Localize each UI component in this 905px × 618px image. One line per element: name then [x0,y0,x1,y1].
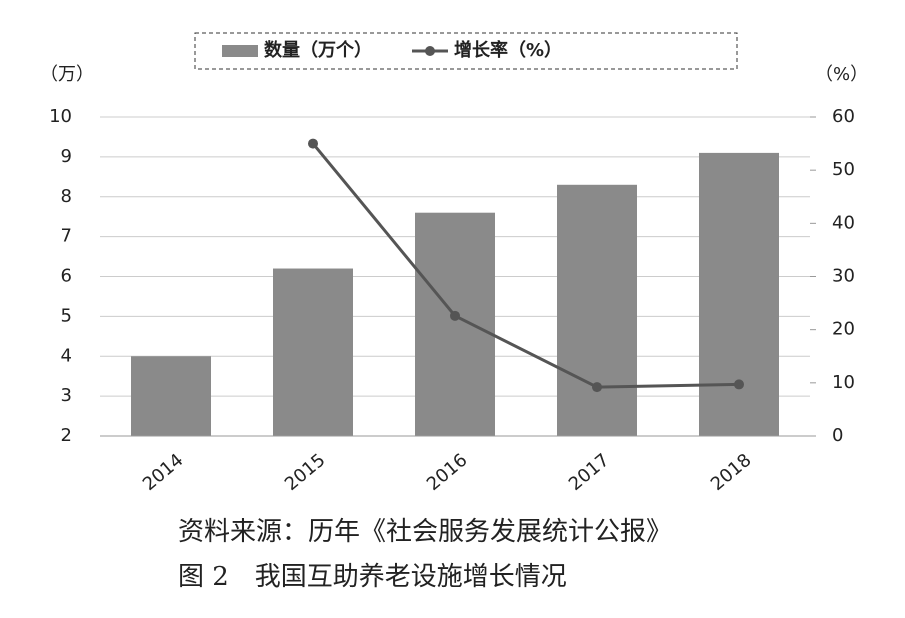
y-tick-label: 10 [49,106,72,127]
legend: 数量（万个） 增长率（%） [222,39,562,61]
y-tick-label: 9 [61,146,72,167]
y-tick-label: 8 [61,186,72,207]
line-point [734,379,744,390]
bar [273,268,353,436]
y-tick-label: 5 [61,305,72,326]
y2-tick-label: 50 [832,159,855,180]
line-point [450,310,460,321]
x-tick-label: 2014 [139,450,188,496]
bar [415,212,495,436]
x-tick-label: 2016 [423,450,472,496]
y2-tick-label: 30 [832,266,855,287]
x-tick-label: 2018 [707,450,756,496]
y2-tick-label: 60 [832,106,855,127]
y2-tick-label: 40 [832,212,855,233]
y-tick-label: 6 [61,266,72,287]
legend-box [194,32,738,70]
y2-tick-label: 20 [832,319,855,340]
line-point [592,382,602,393]
bar [131,356,211,436]
bar [699,152,779,436]
legend-label: 数量（万个） [264,39,372,61]
y-tick-label: 3 [61,385,72,406]
x-tick-label: 2015 [281,450,330,496]
y-tick-label: 4 [61,345,72,366]
legend-swatch [425,46,435,56]
figure-caption: 图 2 我国互助养老设施增长情况 [178,562,567,592]
bar [557,184,637,436]
y2-tick-label: 0 [832,425,843,446]
source-note: 资料来源：历年《社会服务发展统计公报》 [178,517,672,547]
y-tick-label: 7 [61,226,72,247]
y2-axis-title: （%） [815,64,868,85]
legend-swatch [222,45,258,57]
x-tick-label: 2017 [565,450,614,496]
line-point [308,138,318,149]
legend-label: 增长率（%） [454,39,562,61]
y-axis-title: （万） [40,64,94,85]
line [311,142,740,389]
y-tick-label: 2 [61,425,72,446]
y2-tick-label: 10 [832,372,855,393]
